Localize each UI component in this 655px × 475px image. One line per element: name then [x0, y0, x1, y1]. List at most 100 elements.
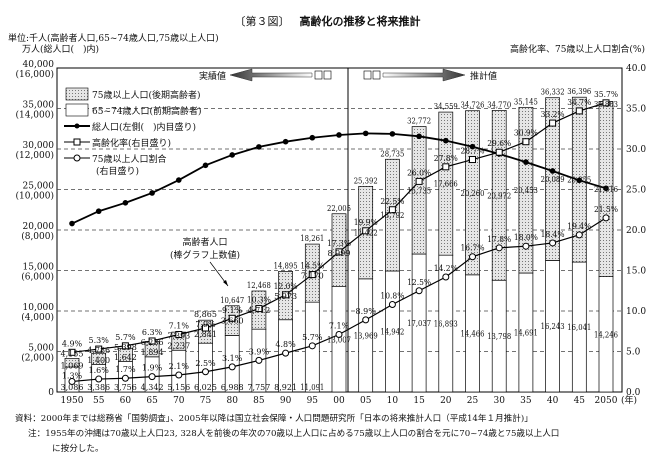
aging-rate-point: [575, 107, 583, 115]
total-pop-point: [176, 177, 182, 183]
footnote-1: 注：1955年の沖縄は70歳以上人口23, 328人を前後の年次の70歳以上人口…: [28, 429, 560, 439]
bar-75plus-label: 20,089: [541, 175, 565, 184]
total-pop-point: [336, 132, 342, 138]
x-tick-label: 35: [520, 396, 532, 406]
legend-swatch-65-74: [65, 103, 89, 117]
legend-total-pop: 総人口(左側( )内目盛り): [92, 121, 196, 133]
bar-total-label: 14,895: [274, 261, 298, 270]
bar-75plus: [91, 352, 107, 365]
x-tick-label: 45: [574, 396, 586, 406]
legend-75plus-ratio-axis: (右目盛り): [96, 165, 139, 177]
ratio-75plus-label: 3.9%: [249, 347, 270, 356]
aging-rate-point: [495, 148, 503, 156]
left-tick-label-total-pop: (14,000): [15, 110, 54, 121]
bar-75plus-label: 11,422: [354, 229, 378, 238]
left-tick-label: 30,000: [23, 141, 55, 151]
ratio-75plus-point: [495, 244, 503, 252]
left-tick-label-total-pop: (4,000): [21, 312, 54, 323]
left-tick-label: 10,000: [23, 303, 55, 313]
aging-rate-point: [335, 248, 343, 256]
projection-arrow-icon: [382, 68, 466, 82]
ratio-75plus-label: 8.9%: [356, 307, 377, 316]
bar-total-label: 34,559: [434, 102, 458, 111]
total-pop-point: [309, 134, 316, 141]
chart-title: 〔第３図〕 高齢化の推移と将来推計: [0, 16, 655, 28]
footnote-2: に按分した。: [52, 444, 104, 454]
x-tick-label: 60: [120, 396, 132, 406]
aging-rate-label: 5.7%: [115, 333, 136, 342]
bar-total-label: 4,786: [87, 346, 110, 355]
bar-total-label: 34,770: [487, 100, 511, 109]
ratio-75plus-label: 18.4%: [541, 230, 565, 239]
x-tick-label: 85: [253, 396, 265, 406]
ratio-75plus-point: [202, 368, 209, 376]
bar-75plus-label: 2,841: [194, 330, 217, 339]
ratio-75plus-point: [522, 242, 530, 250]
bar-total-label: 28,735: [380, 149, 404, 158]
bar-65-74-label: 8,921: [274, 383, 297, 392]
bar-65-74-label: 14,942: [380, 327, 404, 336]
ratio-75plus-point: [362, 316, 370, 324]
left-tick-label: 35,000: [23, 101, 55, 111]
ratio-75plus-point: [575, 231, 583, 239]
bar-65-74-label: 6,025: [194, 383, 217, 392]
bar-65-74-label: 6,988: [221, 383, 244, 392]
ratio-75plus-label: 2.1%: [169, 362, 190, 371]
bar-75plus: [64, 357, 80, 368]
aging-rate-point: [362, 227, 370, 235]
legend-marker-75plus-ratio: [73, 154, 81, 162]
aging-rate-point: [308, 271, 316, 279]
aging-rate-label: 7.9%: [195, 320, 216, 329]
projection-label: 推計値: [470, 70, 497, 82]
bar-65-74-label: 17,037: [407, 319, 431, 328]
aging-rate-label: 12.0%: [274, 282, 298, 291]
x-tick-label: 30: [493, 396, 505, 406]
bar-total-label: 5,398: [114, 343, 137, 352]
bar-total-label: 4,155: [61, 349, 84, 358]
right-axis-label: 高齢化率、75歳以上人口割合(%): [509, 45, 645, 55]
bar-75plus-label: 3,660: [221, 317, 244, 326]
bar-total-label: 34,726: [461, 101, 485, 110]
aging-rate-point: [602, 99, 610, 107]
bar-total-label: 35,145: [514, 97, 538, 106]
aging-rate-point: [95, 345, 103, 353]
ratio-75plus-point: [68, 377, 76, 385]
ratio-75plus-point: [469, 253, 476, 261]
bar-total-label: 36,332: [541, 88, 565, 97]
legend-75plus: 75歳以上人口(後期高齢者): [92, 89, 200, 101]
total-pop-point: [469, 143, 476, 150]
aging-rate-label: 29.6%: [487, 139, 511, 148]
bar-75plus-label: 8,999: [328, 249, 351, 258]
aging-rate-point: [522, 138, 530, 146]
left-unit-label-2: 万人(総人口( )内): [22, 45, 100, 55]
ratio-75plus-label: 4.8%: [275, 340, 296, 349]
arrow-box-icon: [323, 70, 332, 80]
x-tick-label: 20: [440, 396, 452, 406]
right-tick-label: 40.0: [626, 64, 646, 74]
left-unit-label-1: 単位:千人(高齢者人口,65~74歳人口,75歳以上人口): [8, 34, 219, 44]
bar-65-74-label: 4,342: [141, 383, 164, 392]
total-pop-point: [576, 177, 583, 184]
bar-65-74-label: 16,041: [567, 323, 591, 332]
x-tick-label: 95: [307, 396, 319, 406]
aging-rate-label: 19.9%: [354, 218, 378, 227]
bar-75plus-label: 20,355: [567, 176, 591, 185]
total-pop-point: [122, 200, 129, 206]
ratio-75plus-label: 1.9%: [142, 364, 163, 373]
aging-rate-point: [442, 163, 450, 171]
aging-rate-point: [228, 314, 236, 322]
bar-75plus: [465, 110, 480, 276]
legend-65-74: 65~74歳人口(前期高齢者): [92, 105, 201, 117]
bar-total-label: 10,647: [220, 296, 244, 305]
total-pop-point: [549, 168, 556, 174]
bar-65-74-label: 13,969: [354, 331, 378, 340]
ratio-75plus-label: 10.8%: [380, 292, 404, 301]
aging-rate-point: [388, 206, 396, 214]
left-tick-label-total-pop: (10,000): [15, 191, 54, 202]
bar-75plus-label: 20,972: [487, 191, 511, 200]
bar-65-74-label: 16,243: [541, 322, 565, 331]
bar-65-74-label: 7,757: [247, 383, 270, 392]
ratio-75plus-label: 7.1%: [329, 321, 350, 330]
bar-75plus-label: 1,642: [114, 353, 137, 362]
x-tick-label: 90: [280, 396, 292, 406]
